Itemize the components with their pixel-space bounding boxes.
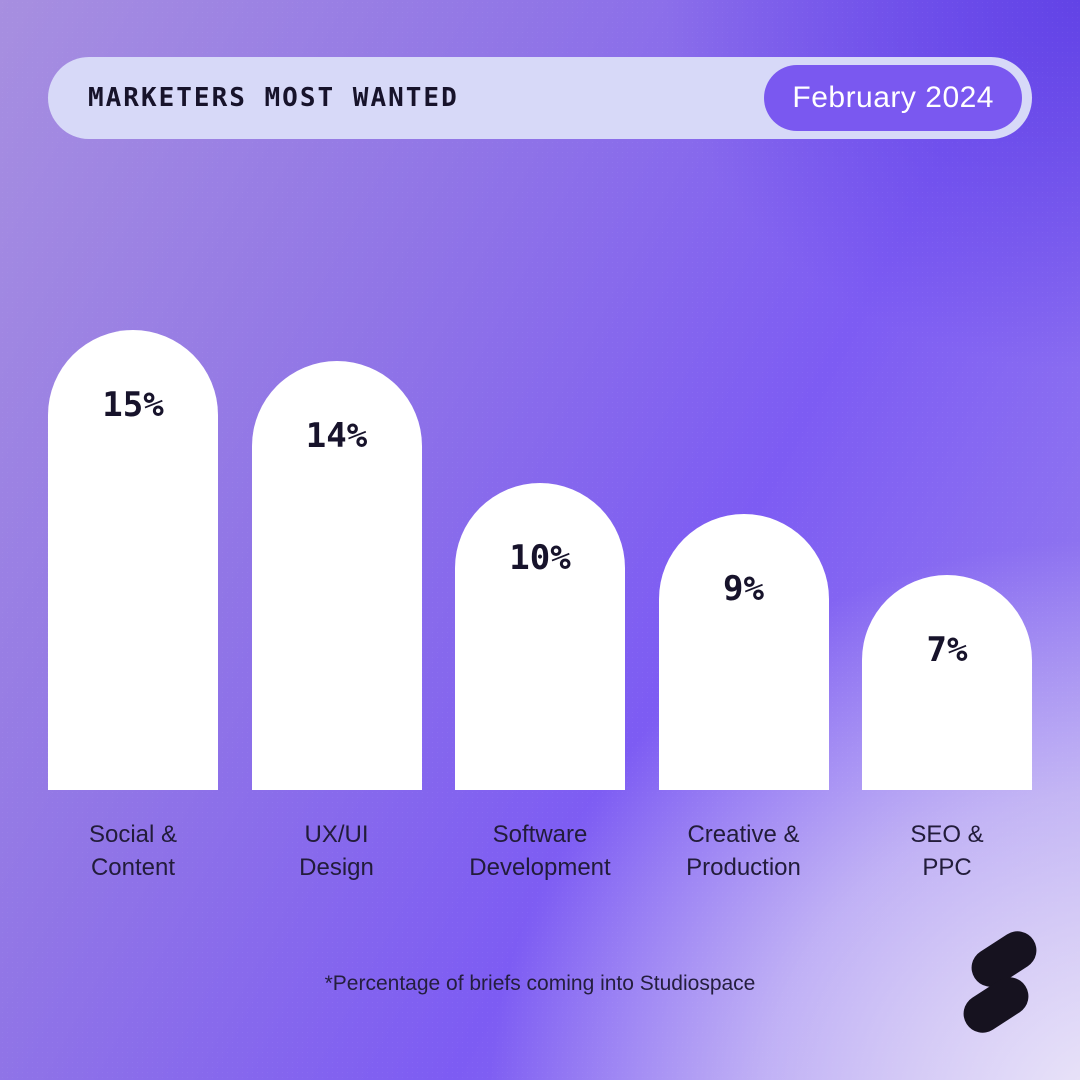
bar-category-line2: Content xyxy=(90,854,176,881)
bar: 14% xyxy=(251,361,422,790)
bar-track: 10% xyxy=(455,300,625,790)
bar-category-line2: Development xyxy=(469,854,611,881)
bar-category-line1: Software xyxy=(492,821,588,848)
bar-category-line1: Creative & xyxy=(687,821,800,848)
bar-category-line1: SEO & xyxy=(910,821,984,848)
date-badge: February 2024 xyxy=(764,65,1022,131)
bar-value-label: 9% xyxy=(723,569,764,609)
bar-category-line2: Production xyxy=(686,854,801,881)
bar-category-label: Software Development xyxy=(455,818,625,884)
bar-track: 9% xyxy=(658,300,829,790)
bar-column-uxui-design: 14% UX/UI Design xyxy=(251,300,422,884)
bar-category-label: Creative & Production xyxy=(659,818,829,884)
bar-column-social-content: 15% Social & Content xyxy=(48,300,218,884)
bar-category-line1: Social & xyxy=(88,821,178,848)
bar-column-seo-ppc: 7% SEO & PPC xyxy=(862,300,1032,884)
bar-value-label: 7% xyxy=(926,630,968,670)
studiospace-logo-icon xyxy=(956,924,1044,1040)
page-title: MARKETERS MOST WANTED xyxy=(88,83,459,113)
bar-value-label: 10% xyxy=(509,538,571,578)
header-pill: MARKETERS MOST WANTED February 2024 xyxy=(48,57,1032,139)
bar-category-label: UX/UI Design xyxy=(252,818,422,884)
bar-column-software-development: 10% Software Development xyxy=(455,300,625,884)
bar: 9% xyxy=(658,514,829,790)
bar-track: 14% xyxy=(251,300,422,790)
bar: 15% xyxy=(48,330,218,790)
bar-column-creative-production: 9% Creative & Production xyxy=(658,300,829,884)
bar: 7% xyxy=(862,575,1032,790)
bar-value-label: 14% xyxy=(305,416,368,456)
footnote: *Percentage of briefs coming into Studio… xyxy=(324,972,756,995)
bar-category-label: Social & Content xyxy=(48,818,218,884)
bar-track: 15% xyxy=(48,300,218,790)
bar-category-line1: UX/UI xyxy=(304,821,369,848)
bar-chart: 15% Social & Content 14% UX/UI Design xyxy=(48,300,1032,884)
bar-category-label: SEO & PPC xyxy=(862,818,1032,884)
bar-category-line2: Design xyxy=(299,854,374,881)
bar-track: 7% xyxy=(862,300,1032,790)
bar: 10% xyxy=(455,483,625,790)
bar-value-label: 15% xyxy=(102,385,164,425)
bar-category-line2: PPC xyxy=(922,854,972,881)
